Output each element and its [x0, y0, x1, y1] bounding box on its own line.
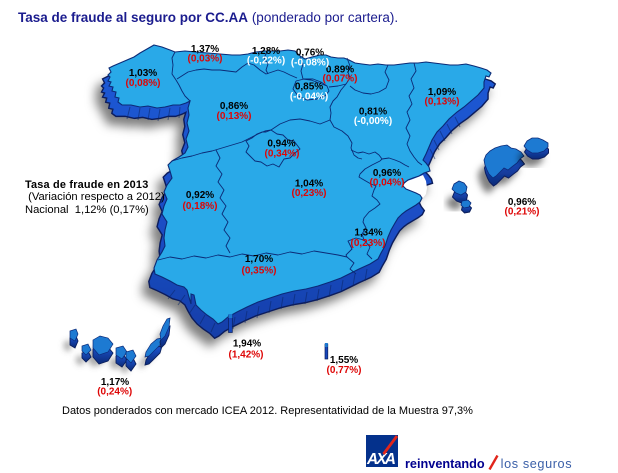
svg-text:(0,35%): (0,35%) — [241, 265, 276, 276]
svg-text:(-0,04%): (-0,04%) — [290, 91, 328, 102]
svg-text:(0,18%): (0,18%) — [182, 201, 217, 212]
svg-text:(0,24%): (0,24%) — [97, 387, 132, 398]
svg-text:0,94%: 0,94% — [267, 139, 295, 150]
svg-text:(-0,22%): (-0,22%) — [247, 55, 285, 66]
svg-text:0.89%: 0.89% — [326, 64, 354, 75]
svg-text:AXA: AXA — [366, 451, 396, 467]
svg-text:0,96%: 0,96% — [508, 197, 536, 208]
svg-text:1,17%: 1,17% — [101, 377, 129, 388]
svg-text:(0,08%): (0,08%) — [125, 78, 160, 89]
svg-text:(0,13%): (0,13%) — [424, 97, 459, 108]
svg-text:(0,03%): (0,03%) — [187, 54, 222, 65]
svg-text:1,28%: 1,28% — [252, 46, 280, 57]
svg-text:0,81%: 0,81% — [359, 107, 387, 118]
svg-text:1,34%: 1,34% — [354, 228, 382, 239]
svg-text:(0,34%): (0,34%) — [264, 148, 299, 159]
svg-text:(0,13%): (0,13%) — [216, 111, 251, 122]
svg-text:(0,04%): (0,04%) — [369, 177, 404, 188]
svg-text:0,86%: 0,86% — [220, 101, 248, 112]
svg-text:0,76%: 0,76% — [296, 47, 324, 58]
svg-text:0,85%: 0,85% — [295, 81, 323, 92]
svg-text:(0,23%): (0,23%) — [291, 188, 326, 199]
svg-text:(0,21%): (0,21%) — [504, 207, 539, 218]
svg-text:0,96%: 0,96% — [373, 168, 401, 179]
svg-text:(1,42%): (1,42%) — [228, 350, 263, 361]
svg-text:1,04%: 1,04% — [295, 178, 323, 189]
svg-text:1,09%: 1,09% — [428, 87, 456, 98]
svg-text:1,55%: 1,55% — [330, 355, 358, 366]
svg-text:(0,23%): (0,23%) — [350, 238, 385, 249]
svg-text:0,92%: 0,92% — [186, 190, 214, 201]
svg-text:1,70%: 1,70% — [245, 254, 273, 265]
svg-text:1,94%: 1,94% — [233, 339, 261, 350]
svg-text:1,03%: 1,03% — [129, 68, 157, 79]
svg-text:(0,77%): (0,77%) — [326, 365, 361, 376]
svg-text:(0,07%): (0,07%) — [322, 73, 357, 84]
svg-text:(-0,08%): (-0,08%) — [291, 57, 329, 68]
svg-text:(-0,00%): (-0,00%) — [354, 116, 392, 127]
svg-text:1,37%: 1,37% — [191, 44, 219, 55]
